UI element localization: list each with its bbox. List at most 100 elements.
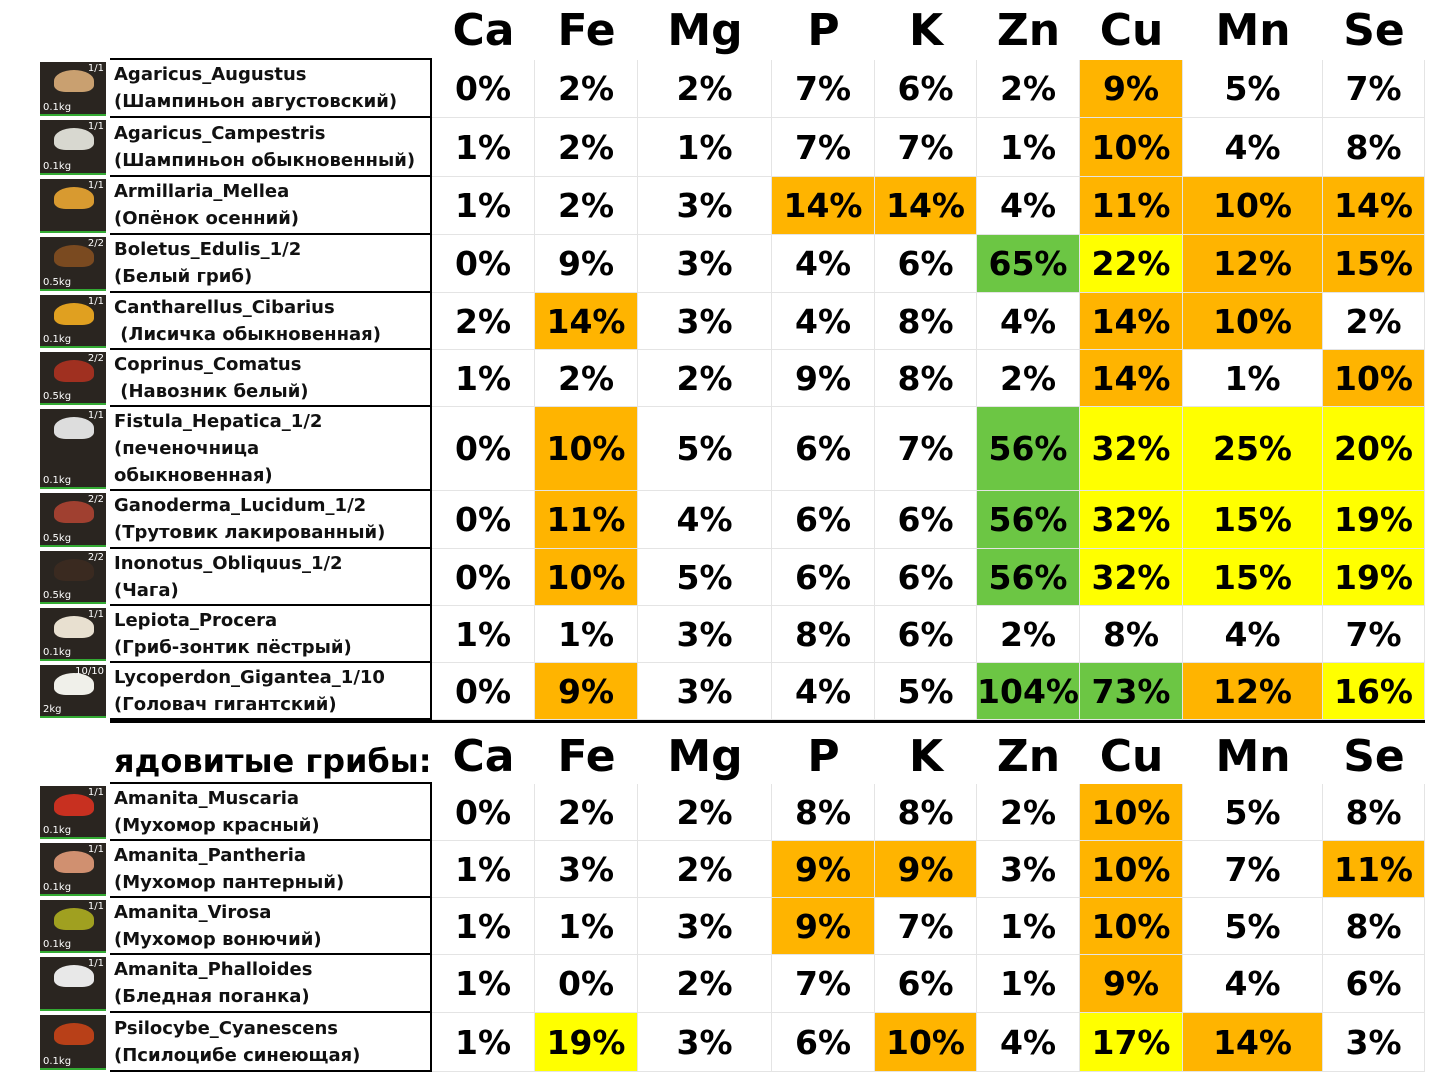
column-header: Zn [996, 730, 1061, 782]
nutrient-value: 6% [772, 407, 875, 491]
nutrient-value: 1% [1183, 350, 1323, 407]
column-header: Mn [1215, 4, 1291, 56]
item-weight: 0.1kg [43, 882, 72, 893]
nutrient-value: 3% [638, 1013, 772, 1072]
nutrient-value: 0% [432, 235, 535, 293]
nutrient-value: 5% [638, 407, 772, 491]
name-line: (Лисичка обыкновенная) [114, 323, 381, 345]
nutrient-value: 4% [1183, 118, 1323, 177]
nutrient-value: 65% [977, 235, 1080, 293]
nutrient-value: 0% [432, 407, 535, 491]
nutrient-value: 20% [1323, 407, 1425, 491]
name-line: Lycoperdon_Gigantea_1/10 [114, 666, 385, 688]
nutrient-value: 10% [1183, 177, 1323, 235]
name-line: Amanita_Pantheria [114, 844, 307, 866]
nutrient-value: 2% [977, 60, 1080, 118]
thumbnail: 1/1 0.1kg [40, 409, 106, 489]
item-count: 2/2 [87, 494, 104, 505]
item-count: 2/2 [87, 353, 104, 364]
nutrient-value: 0% [535, 955, 638, 1013]
nutrient-value: 3% [977, 841, 1080, 898]
column-header: Cu [1099, 4, 1164, 56]
nutrient-value: 2% [638, 841, 772, 898]
item-weight: 0.1kg [43, 102, 72, 113]
item-weight: 0.1kg [43, 475, 72, 486]
thumbnail: 1/1 0.1kg [40, 608, 106, 661]
mushroom-name: Armillaria_Mellea (Опёнок осенний) [110, 177, 432, 235]
nutrient-value: 22% [1080, 235, 1183, 293]
nutrient-value: 10% [1080, 841, 1183, 898]
nutrient-value: 9% [1080, 60, 1183, 118]
item-count: 1/1 [87, 844, 104, 855]
nutrient-value: 11% [1080, 177, 1183, 235]
nutrient-value: 1% [432, 841, 535, 898]
nutrient-value: 2% [535, 118, 638, 177]
nutrient-value: 0% [432, 784, 535, 841]
nutrient-value: 15% [1183, 549, 1323, 606]
column-header: Mg [667, 4, 743, 56]
nutrient-value: 32% [1080, 549, 1183, 606]
nutrient-value: 7% [772, 60, 875, 118]
nutrient-value: 3% [638, 663, 772, 720]
name-line: (Бледная поганка) [114, 986, 310, 1007]
nutrient-value: 25% [1183, 407, 1323, 491]
mushroom-icon [54, 245, 94, 267]
name-line: Armillaria_Mellea [114, 181, 290, 202]
mushroom-name: Amanita_Muscaria (Мухомор красный) [110, 784, 432, 841]
nutrient-value: 5% [1183, 60, 1323, 118]
nutrient-value: 6% [1323, 955, 1425, 1013]
nutrient-value: 4% [977, 293, 1080, 350]
nutrient-value: 56% [977, 549, 1080, 606]
nutrient-value: 8% [875, 350, 977, 407]
nutrient-value: 2% [977, 784, 1080, 841]
nutrient-value: 5% [875, 663, 977, 720]
nutrient-value: 0% [432, 663, 535, 720]
nutrient-value: 8% [1323, 784, 1425, 841]
nutrient-value: 32% [1080, 407, 1183, 491]
column-header: Zn [996, 4, 1061, 56]
thumbnail: 2/2 0.5kg [40, 551, 106, 604]
mushroom-icon [54, 794, 94, 816]
mushroom-name: Lepiota_Procera (Гриб-зонтик пёстрый) [110, 606, 432, 663]
nutrient-value: 7% [1183, 841, 1323, 898]
nutrient-value: 4% [1183, 955, 1323, 1013]
name-line: Agaricus_Augustus [114, 64, 307, 85]
mushroom-icon [54, 851, 94, 873]
mushroom-icon [54, 128, 94, 150]
mushroom-icon [54, 70, 94, 92]
thumbnail: 2/2 0.5kg [40, 237, 106, 291]
nutrient-value: 56% [977, 407, 1080, 491]
column-header: Fe [557, 4, 616, 56]
nutrient-value: 2% [535, 784, 638, 841]
nutrient-value: 10% [535, 407, 638, 491]
thumbnail: 1/1 0.1kg [40, 786, 106, 839]
item-count: 1/1 [87, 63, 104, 74]
nutrient-value: 73% [1080, 663, 1183, 720]
nutrient-value: 7% [875, 118, 977, 177]
nutrient-value: 1% [432, 118, 535, 177]
nutrient-value: 11% [1323, 841, 1425, 898]
nutrient-value: 10% [1080, 118, 1183, 177]
name-line: Inonotus_Obliquus_1/2 [114, 552, 343, 574]
nutrient-value: 10% [1080, 784, 1183, 841]
nutrient-value: 12% [1183, 663, 1323, 720]
name-line: Coprinus_Comatus [114, 353, 302, 375]
mushroom-icon [54, 559, 94, 581]
item-count: 1/1 [87, 901, 104, 912]
nutrient-value: 6% [875, 606, 977, 663]
nutrient-value: 10% [875, 1013, 977, 1072]
thumbnail: 1/1 0.1kg [40, 120, 106, 175]
nutrient-value: 0% [432, 549, 535, 606]
nutrient-value: 16% [1323, 663, 1425, 720]
item-count: 1/1 [87, 958, 104, 969]
nutrient-value: 1% [638, 118, 772, 177]
item-weight: 0.1kg [43, 334, 72, 345]
nutrient-value: 2% [638, 784, 772, 841]
thumbnail: 1/1 0.1kg [40, 900, 106, 953]
nutrient-value: 8% [1323, 898, 1425, 955]
nutrient-value: 7% [1323, 606, 1425, 663]
mushroom-icon [54, 965, 94, 987]
name-line: (Белый гриб) [114, 266, 253, 287]
mushroom-name: Psilocybe_Cyanescens (Псилоцибе синеющая) [110, 1013, 432, 1072]
nutrient-value: 5% [1183, 898, 1323, 955]
